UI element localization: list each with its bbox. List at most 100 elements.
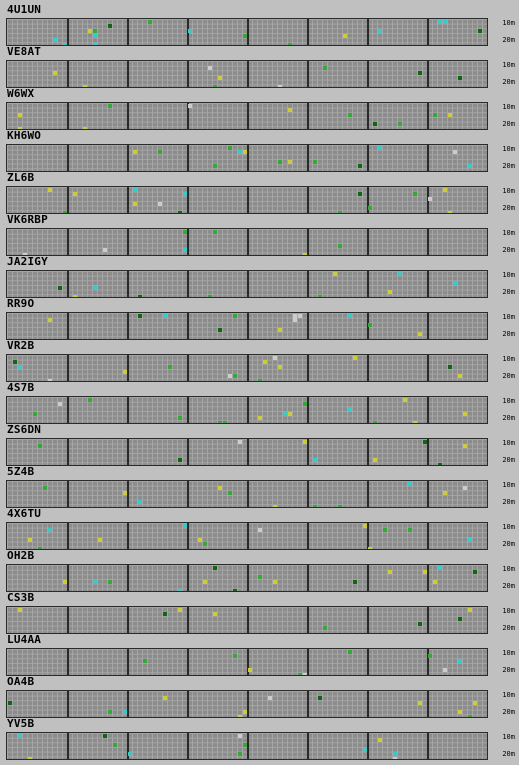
signal-cell	[368, 206, 372, 211]
station-row-vk6rbp[interactable]: VK6RBP 10m 20m	[0, 214, 519, 256]
hour-separator	[307, 607, 309, 633]
signal-cell	[213, 84, 217, 87]
hour-separator	[307, 397, 309, 423]
signal-cell	[258, 416, 262, 421]
hour-separator	[247, 607, 249, 633]
signal-cell	[373, 122, 377, 127]
signal-cell	[273, 504, 277, 507]
hour-separator	[367, 229, 369, 255]
station-row-4x6tu[interactable]: 4X6TU 10m 20m	[0, 508, 519, 550]
station-row-kh6wo[interactable]: KH6WO 10m 20m	[0, 130, 519, 172]
signal-cell	[178, 588, 182, 591]
hour-separator	[127, 691, 129, 717]
station-row-oh2b[interactable]: OH2B 10m 20m	[0, 550, 519, 592]
hour-separator	[367, 481, 369, 507]
hour-separator	[67, 481, 69, 507]
station-row-4s7b[interactable]: 4S7B 10m 20m	[0, 382, 519, 424]
propagation-strip	[6, 18, 488, 46]
hour-separator	[127, 439, 129, 465]
hour-separator	[367, 103, 369, 129]
hour-separator	[247, 61, 249, 87]
band-label-10m: 10m	[502, 145, 515, 153]
hour-separator	[127, 61, 129, 87]
band-label-10m: 10m	[502, 271, 515, 279]
signal-cell	[418, 332, 422, 337]
signal-cell	[293, 313, 297, 318]
signal-cell	[458, 616, 462, 621]
propagation-strip	[6, 102, 488, 130]
signal-cell	[313, 504, 317, 507]
hour-separator	[187, 565, 189, 591]
station-row-lu4aa[interactable]: LU4AA 10m 20m	[0, 634, 519, 676]
signal-cell	[353, 355, 357, 360]
hour-separator	[427, 565, 429, 591]
hour-separator	[187, 229, 189, 255]
signal-cell	[233, 654, 237, 659]
hour-separator	[187, 397, 189, 423]
band-label-10m: 10m	[502, 355, 515, 363]
station-row-zs6dn[interactable]: ZS6DN 10m 20m	[0, 424, 519, 466]
propagation-strip	[6, 144, 488, 172]
station-row-zl6b[interactable]: ZL6B 10m 20m	[0, 172, 519, 214]
hour-separator	[247, 19, 249, 45]
station-row-vr2b[interactable]: VR2B 10m 20m	[0, 340, 519, 382]
signal-cell	[388, 570, 392, 575]
hour-separator	[127, 397, 129, 423]
station-row-5z4b[interactable]: 5Z4B 10m 20m	[0, 466, 519, 508]
hour-separator	[307, 103, 309, 129]
station-row-yv5b[interactable]: YV5B 10m 20m	[0, 718, 519, 760]
station-row-ja2igy[interactable]: JA2IGY 10m 20m	[0, 256, 519, 298]
station-row-oa4b[interactable]: OA4B 10m 20m	[0, 676, 519, 718]
signal-cell	[473, 700, 477, 705]
station-row-4u1un[interactable]: 4U1UN 10m 20m	[0, 4, 519, 46]
signal-cell	[403, 397, 407, 402]
hour-separator	[67, 145, 69, 171]
hour-separator	[367, 523, 369, 549]
hour-separator	[127, 355, 129, 381]
hour-separator	[127, 733, 129, 759]
signal-cell	[158, 150, 162, 155]
station-row-w6wx[interactable]: W6WX 10m 20m	[0, 88, 519, 130]
hour-separator	[187, 691, 189, 717]
signal-cell	[393, 756, 397, 759]
signal-cell	[258, 574, 262, 579]
hour-separator	[127, 523, 129, 549]
station-callsign: 5Z4B	[7, 465, 35, 478]
signal-cell	[158, 201, 162, 206]
propagation-strip	[6, 522, 488, 550]
signal-cell	[378, 28, 382, 33]
hour-separator	[307, 649, 309, 675]
signal-cell	[443, 19, 447, 24]
signal-cell	[288, 42, 292, 45]
signal-cell	[38, 444, 42, 449]
band-label-20m: 20m	[502, 162, 515, 170]
band-label-20m: 20m	[502, 78, 515, 86]
signal-cell	[468, 714, 472, 717]
station-row-rr9o[interactable]: RR9O 10m 20m	[0, 298, 519, 340]
signal-cell	[48, 318, 52, 323]
signal-cell	[38, 546, 42, 549]
hour-separator	[67, 19, 69, 45]
signal-cell	[213, 229, 217, 234]
signal-cell	[273, 355, 277, 360]
signal-cell	[178, 458, 182, 463]
signal-cell	[93, 33, 97, 38]
station-row-cs3b[interactable]: CS3B 10m 20m	[0, 592, 519, 634]
hour-separator	[427, 733, 429, 759]
hour-separator	[427, 649, 429, 675]
hour-separator	[427, 61, 429, 87]
signal-cell	[273, 579, 277, 584]
hour-separator	[367, 19, 369, 45]
hour-separator	[127, 229, 129, 255]
station-row-ve8at[interactable]: VE8AT 10m 20m	[0, 46, 519, 88]
signal-cell	[183, 523, 187, 528]
hour-separator	[427, 397, 429, 423]
hour-separator	[307, 523, 309, 549]
signal-cell	[348, 112, 352, 117]
station-callsign: W6WX	[7, 87, 35, 100]
signal-cell	[183, 229, 187, 234]
band-label-20m: 20m	[502, 750, 515, 758]
signal-cell	[18, 112, 22, 117]
band-label-10m: 10m	[502, 397, 515, 405]
signal-cell	[458, 658, 462, 663]
